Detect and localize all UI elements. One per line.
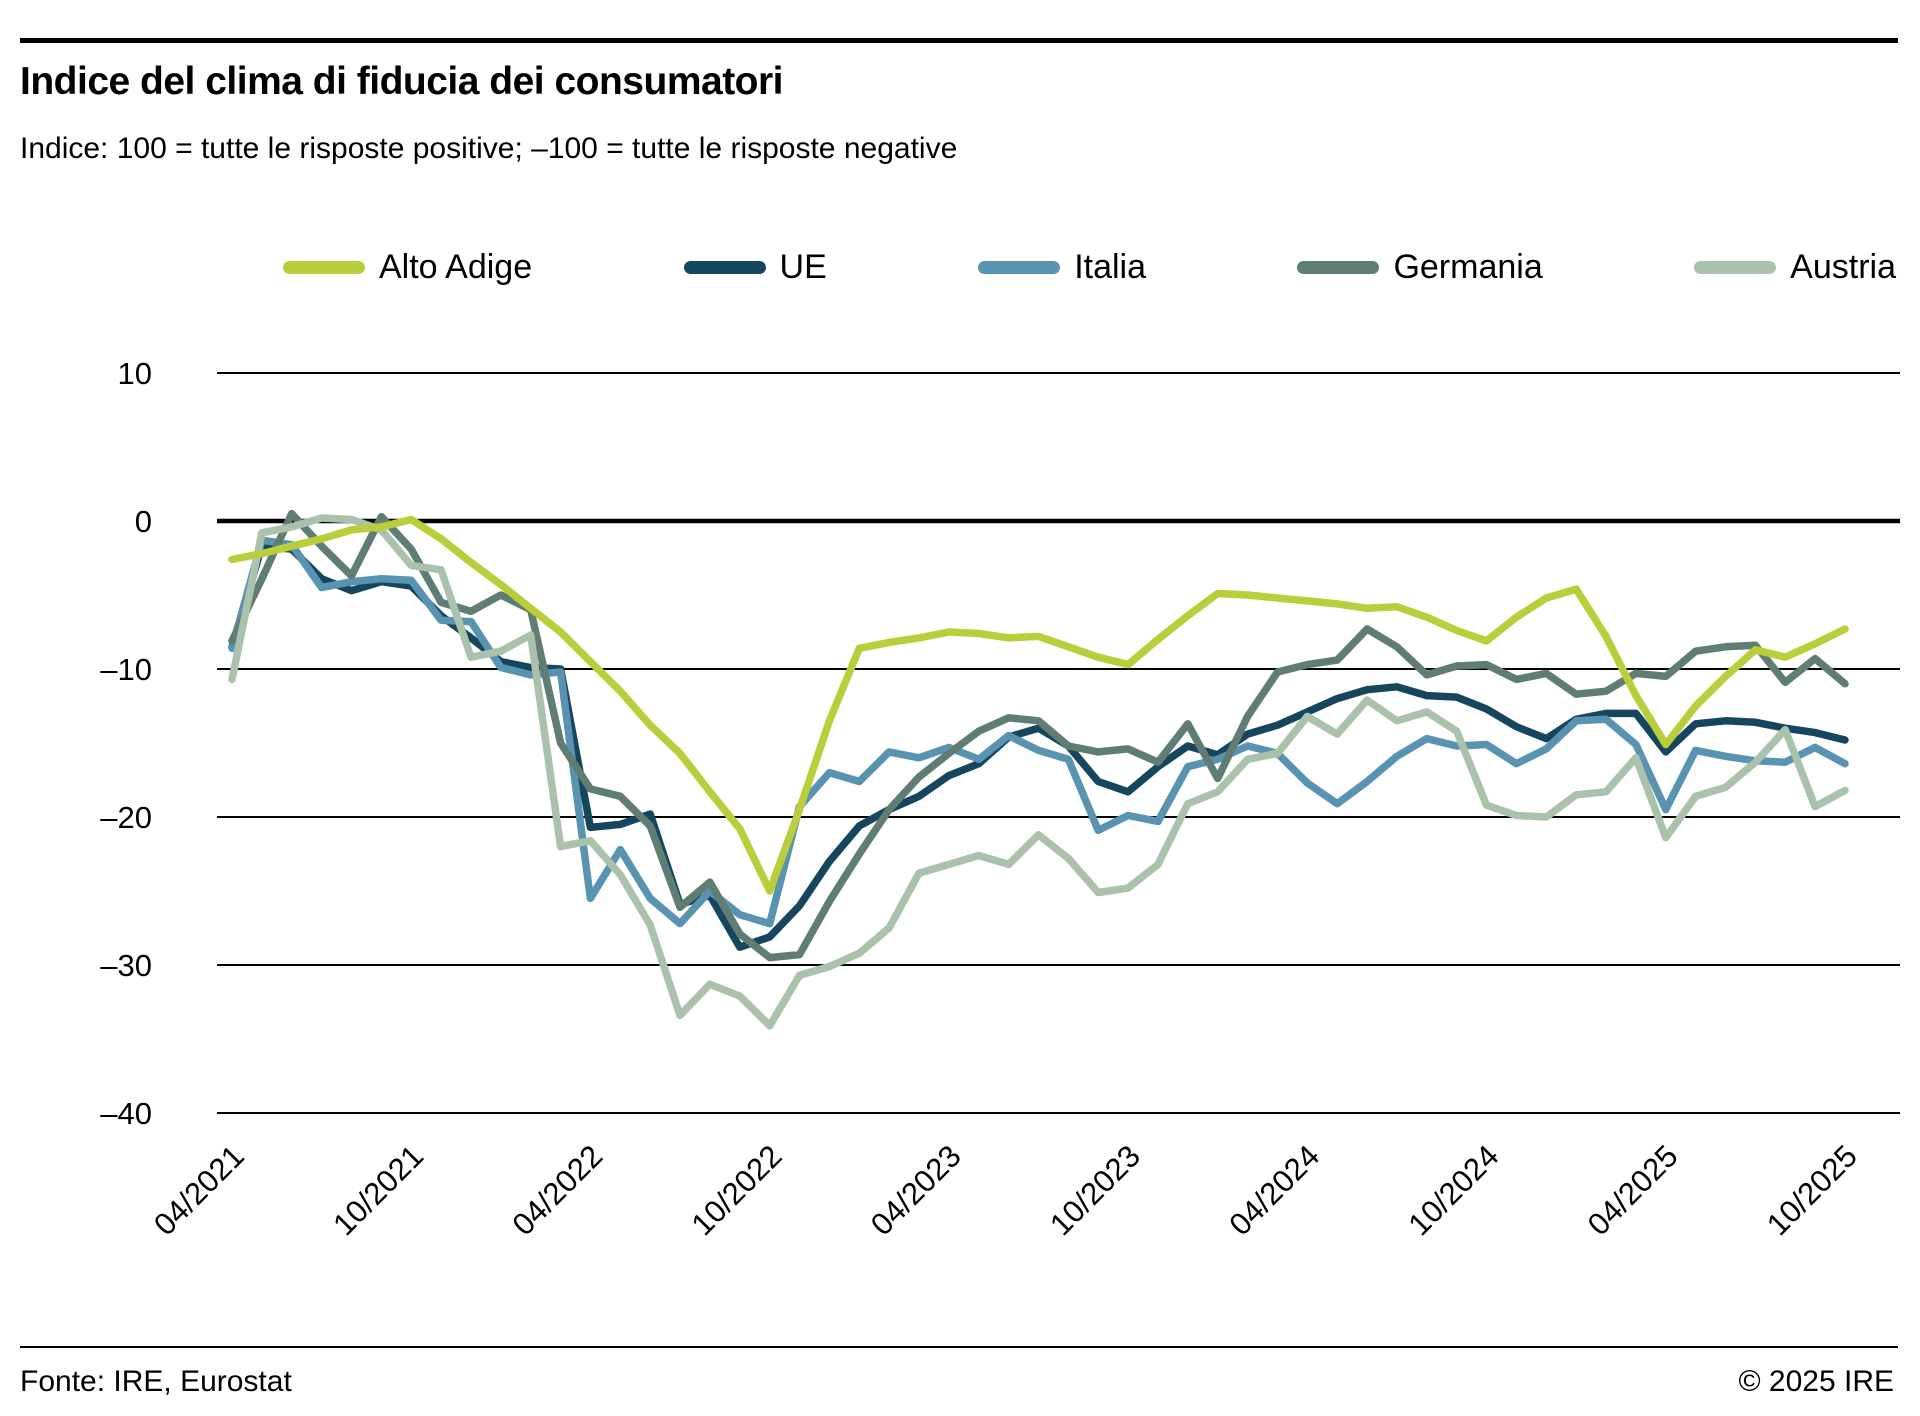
- legend-item-italia: Italia: [978, 248, 1146, 287]
- legend-swatch-austria: [1694, 261, 1777, 274]
- legend-swatch-alto-adige: [283, 261, 365, 274]
- x-axis-label: 04/2022: [505, 1138, 609, 1242]
- legend-swatch-italia: [978, 261, 1061, 274]
- x-axis-label: 10/2021: [326, 1138, 430, 1242]
- footer-copyright: © 2025 IRE: [1738, 1365, 1894, 1398]
- legend-label-ue: UE: [779, 248, 827, 286]
- legend-label-italia: Italia: [1074, 248, 1147, 286]
- x-axis-label: 04/2024: [1222, 1138, 1326, 1242]
- series-line-alto-adige: [228, 515, 1849, 895]
- y-axis-label: –10: [100, 652, 152, 687]
- series-line-austria: [228, 514, 1849, 1030]
- chart-subtitle: Indice: 100 = tutte le risposte positive…: [20, 132, 958, 165]
- x-axis-label: 10/2023: [1043, 1138, 1147, 1242]
- x-axis-label: 10/2024: [1402, 1138, 1506, 1242]
- y-axis-label: 0: [135, 504, 152, 539]
- legend-label-austria: Austria: [1790, 248, 1896, 286]
- legend-item-austria: Austria: [1694, 248, 1896, 287]
- legend: Alto Adige UE Italia Germania Austria: [283, 248, 1896, 287]
- footer-source: Fonte: IRE, Eurostat: [20, 1365, 292, 1398]
- x-axis-label: 10/2022: [685, 1138, 789, 1242]
- page-title: Indice del clima di fiducia dei consumat…: [20, 60, 784, 103]
- x-axis-label: 04/2023: [864, 1138, 968, 1242]
- y-axis-label: –20: [100, 800, 152, 835]
- x-axis-label: 04/2021: [147, 1138, 251, 1242]
- series-line-italia: [228, 536, 1849, 928]
- legend-label-germania: Germania: [1393, 248, 1543, 286]
- footer-rule: [20, 1346, 1898, 1348]
- y-axis-label: –30: [100, 948, 152, 983]
- legend-swatch-germania: [1297, 261, 1380, 274]
- y-axis-label: –40: [100, 1096, 152, 1131]
- legend-item-ue: UE: [683, 248, 827, 287]
- x-axis-label: 04/2025: [1581, 1138, 1685, 1242]
- series-line-germania: [228, 509, 1849, 962]
- legend-item-germania: Germania: [1297, 248, 1543, 287]
- legend-label-alto-adige: Alto Adige: [379, 248, 533, 286]
- x-axis-label: 10/2025: [1760, 1138, 1864, 1242]
- legend-swatch-ue: [683, 261, 766, 274]
- y-axis-label: 10: [118, 356, 152, 391]
- top-rule: [20, 38, 1898, 43]
- legend-item-alto-adige: Alto Adige: [283, 248, 532, 287]
